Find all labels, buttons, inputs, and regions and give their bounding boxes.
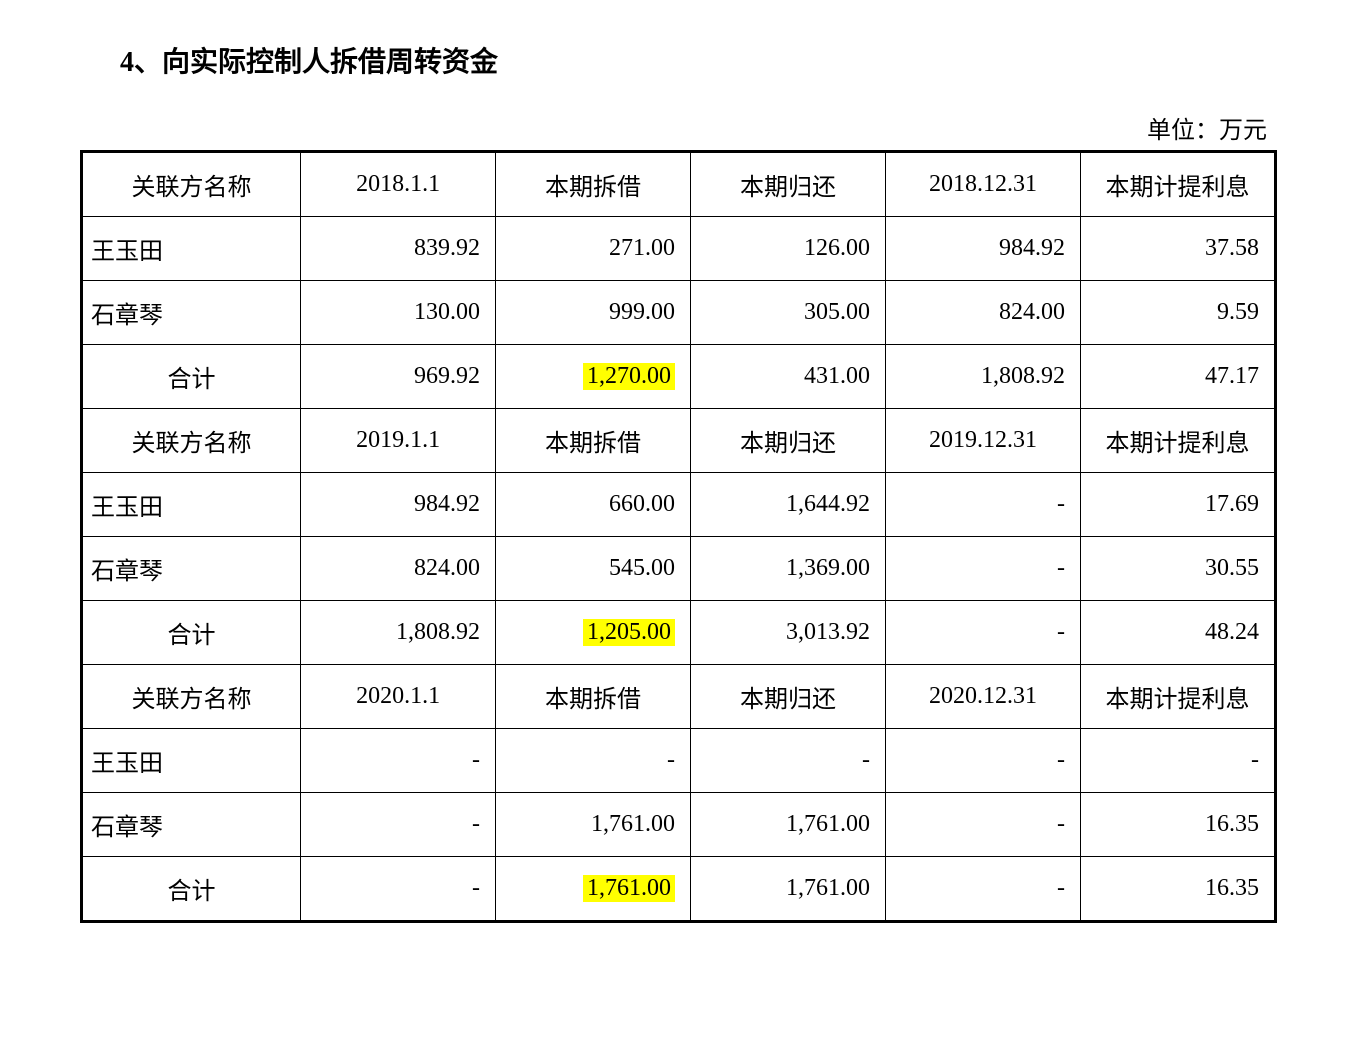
table-header-cell: 关联方名称 [82,665,301,729]
row-value-cell: 130.00 [301,281,496,345]
table-header-cell: 本期拆借 [496,152,691,217]
row-value-cell: - [885,857,1080,922]
highlighted-value: 1,205.00 [583,619,675,646]
table-row: 石章琴130.00999.00305.00824.009.59 [82,281,1276,345]
row-value-cell: - [691,729,886,793]
table-header-cell: 关联方名称 [82,152,301,217]
highlighted-value: 1,761.00 [583,875,675,902]
row-value-cell: 431.00 [691,345,886,409]
row-value-cell: 824.00 [885,281,1080,345]
table-header-cell: 2019.12.31 [885,409,1080,473]
row-value-cell: 839.92 [301,217,496,281]
row-name-cell: 石章琴 [82,281,301,345]
row-value-cell: - [885,473,1080,537]
row-value-cell: 824.00 [301,537,496,601]
table-header-cell: 2018.1.1 [301,152,496,217]
row-value-cell: 48.24 [1080,601,1275,665]
table-header-cell: 本期计提利息 [1080,152,1275,217]
row-value-cell: - [885,537,1080,601]
row-value-cell: 17.69 [1080,473,1275,537]
table-header-cell: 本期归还 [691,409,886,473]
row-value-cell: 1,761.00 [691,857,886,922]
table-header-cell: 本期拆借 [496,409,691,473]
row-value-cell: - [1080,729,1275,793]
table-header-cell: 本期计提利息 [1080,409,1275,473]
table-header-cell: 2020.12.31 [885,665,1080,729]
table-header-cell: 关联方名称 [82,409,301,473]
row-value-cell: 1,761.00 [691,793,886,857]
row-value-cell: - [496,729,691,793]
row-value-cell: 271.00 [496,217,691,281]
table-row: 合计969.92 1,270.00 431.001,808.9247.17 [82,345,1276,409]
table-row: 石章琴824.00545.001,369.00-30.55 [82,537,1276,601]
row-value-cell: 984.92 [885,217,1080,281]
row-value-cell: 30.55 [1080,537,1275,601]
row-value-cell: - [885,729,1080,793]
table-header-row: 关联方名称2018.1.1本期拆借本期归还2018.12.31本期计提利息 [82,152,1276,217]
row-value-cell: 1,205.00 [496,601,691,665]
row-value-cell: 37.58 [1080,217,1275,281]
row-value-cell: 1,270.00 [496,345,691,409]
row-name-cell: 石章琴 [82,793,301,857]
row-value-cell: - [301,729,496,793]
row-value-cell: 969.92 [301,345,496,409]
funding-table: 关联方名称2018.1.1本期拆借本期归还2018.12.31本期计提利息王玉田… [80,150,1277,923]
table-row: 石章琴-1,761.001,761.00-16.35 [82,793,1276,857]
table-row: 王玉田839.92271.00126.00984.9237.58 [82,217,1276,281]
table-row: 合计1,808.92 1,205.00 3,013.92-48.24 [82,601,1276,665]
table-row: 王玉田984.92660.001,644.92-17.69 [82,473,1276,537]
row-value-cell: 1,761.00 [496,793,691,857]
section-title: 4、向实际控制人拆借周转资金 [120,40,1277,80]
table-header-cell: 本期归还 [691,152,886,217]
row-name-cell: 石章琴 [82,537,301,601]
table-row: 王玉田----- [82,729,1276,793]
row-name-cell: 合计 [82,857,301,922]
table-header-row: 关联方名称2020.1.1本期拆借本期归还2020.12.31本期计提利息 [82,665,1276,729]
row-value-cell: 16.35 [1080,793,1275,857]
table-header-cell: 本期拆借 [496,665,691,729]
row-value-cell: - [301,793,496,857]
row-value-cell: - [885,601,1080,665]
row-value-cell: 126.00 [691,217,886,281]
row-value-cell: 999.00 [496,281,691,345]
table-header-cell: 本期计提利息 [1080,665,1275,729]
highlighted-value: 1,270.00 [583,363,675,390]
row-value-cell: 1,369.00 [691,537,886,601]
row-name-cell: 合计 [82,601,301,665]
row-value-cell: 47.17 [1080,345,1275,409]
row-value-cell: 3,013.92 [691,601,886,665]
row-name-cell: 王玉田 [82,473,301,537]
row-value-cell: 660.00 [496,473,691,537]
table-header-cell: 2018.12.31 [885,152,1080,217]
row-name-cell: 王玉田 [82,217,301,281]
row-value-cell: 545.00 [496,537,691,601]
row-value-cell: 9.59 [1080,281,1275,345]
row-name-cell: 王玉田 [82,729,301,793]
row-value-cell: - [301,857,496,922]
row-value-cell: - [885,793,1080,857]
table-row: 合计-1,761.001,761.00-16.35 [82,857,1276,922]
table-header-row: 关联方名称2019.1.1本期拆借本期归还2019.12.31本期计提利息 [82,409,1276,473]
row-value-cell: 1,644.92 [691,473,886,537]
row-value-cell: 16.35 [1080,857,1275,922]
row-value-cell: 305.00 [691,281,886,345]
row-value-cell: 1,808.92 [885,345,1080,409]
table-header-cell: 2019.1.1 [301,409,496,473]
unit-label: 单位：万元 [80,110,1277,145]
row-value-cell: 1,808.92 [301,601,496,665]
row-value-cell: 1,761.00 [496,857,691,922]
table-header-cell: 本期归还 [691,665,886,729]
row-value-cell: 984.92 [301,473,496,537]
row-name-cell: 合计 [82,345,301,409]
table-header-cell: 2020.1.1 [301,665,496,729]
